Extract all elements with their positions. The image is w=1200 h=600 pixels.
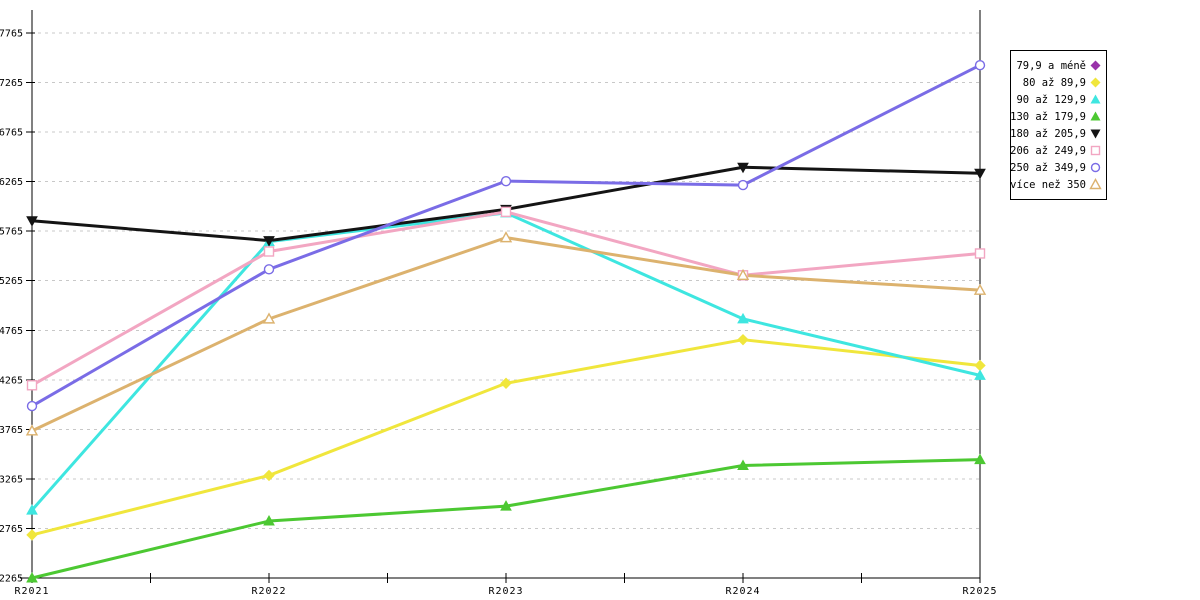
legend-item-label: 130 až 179,9 [1010, 110, 1086, 123]
legend-item: 250 až 349,9 [1010, 159, 1102, 176]
y-tick-label: 5265 [0, 276, 23, 287]
data-point [263, 236, 275, 247]
data-point [500, 500, 512, 511]
x-tick-label: R2021 [14, 586, 49, 597]
data-point [500, 206, 512, 218]
data-point [737, 162, 749, 174]
data-point [263, 264, 275, 275]
legend-item-label: 250 až 349,9 [1010, 161, 1086, 174]
data-point [737, 459, 749, 471]
data-point [499, 231, 513, 243]
y-tick-label: 4265 [0, 375, 23, 386]
data-point [263, 246, 275, 257]
data-point [263, 469, 275, 482]
legend-item: 80 až 89,9 [1013, 74, 1102, 91]
y-tick-label: 7765 [0, 29, 23, 40]
series-line-2 [30, 211, 982, 512]
data-point [736, 268, 750, 280]
legend-item: 180 až 205,9 [1010, 125, 1102, 142]
data-point [26, 380, 38, 391]
data-point [974, 248, 986, 259]
data-point [26, 504, 38, 515]
data-point [974, 359, 986, 372]
legend-item-label: 80 až 89,9 [1022, 76, 1086, 89]
legend-item: více než 350 [1010, 176, 1102, 193]
data-point [737, 179, 749, 191]
data-point [26, 400, 38, 412]
data-point [737, 312, 749, 324]
legend-marker-icon [1090, 162, 1101, 173]
y-tick-label: 5765 [0, 227, 23, 238]
data-point [974, 453, 986, 465]
y-tick-label: 3765 [0, 425, 23, 436]
legend-marker-icon [1090, 111, 1101, 121]
y-tick-label: 3265 [0, 474, 23, 485]
legend-item: 206 až 249,9 [1010, 142, 1102, 159]
series-line-3 [30, 458, 982, 580]
y-tick-label: 6765 [0, 128, 23, 139]
legend-marker-icon [1090, 94, 1101, 104]
x-tick-label: R2024 [725, 586, 760, 597]
data-point [263, 514, 275, 526]
legend-item-label: 180 až 205,9 [1010, 127, 1086, 140]
legend-marker-icon [1090, 77, 1101, 88]
legend-box: 79,9 a méně 80 až 89,9 90 až 129,9 130 až 1… [1010, 50, 1107, 200]
y-tick-label: 2765 [0, 524, 23, 535]
y-tick-label: 4765 [0, 326, 23, 337]
x-tick-label: R2025 [962, 586, 997, 597]
data-point [500, 377, 512, 389]
legend-item-label: 79,9 a méně [1016, 59, 1086, 72]
data-point [26, 529, 38, 541]
x-tick-label: R2022 [251, 586, 286, 597]
legend-marker-icon [1089, 178, 1102, 190]
legend-item-label: 90 až 129,9 [1016, 93, 1086, 106]
legend-item-label: 206 až 249,9 [1010, 144, 1086, 157]
data-point [974, 168, 986, 180]
y-tick-label: 2265 [0, 574, 23, 585]
data-point [974, 369, 986, 380]
data-point [500, 175, 512, 187]
legend-marker-icon [1090, 145, 1101, 156]
y-tick-label: 6265 [0, 177, 23, 188]
y-tick-label: 7265 [0, 78, 23, 89]
data-point [974, 60, 986, 71]
data-point [973, 283, 987, 295]
legend-marker-icon [1090, 60, 1101, 71]
legend-marker-icon [1090, 129, 1101, 139]
legend-item-label: více než 350 [1010, 178, 1086, 191]
data-point [262, 312, 276, 324]
data-point [737, 333, 749, 346]
data-point [26, 571, 38, 583]
x-tick-label: R2023 [488, 586, 523, 597]
data-point [25, 424, 39, 436]
legend-item: 79,9 a méně [1013, 57, 1102, 74]
legend-item: 130 až 179,9 [1010, 108, 1102, 125]
data-point [26, 216, 38, 227]
legend-item: 90 až 129,9 [1013, 91, 1102, 108]
